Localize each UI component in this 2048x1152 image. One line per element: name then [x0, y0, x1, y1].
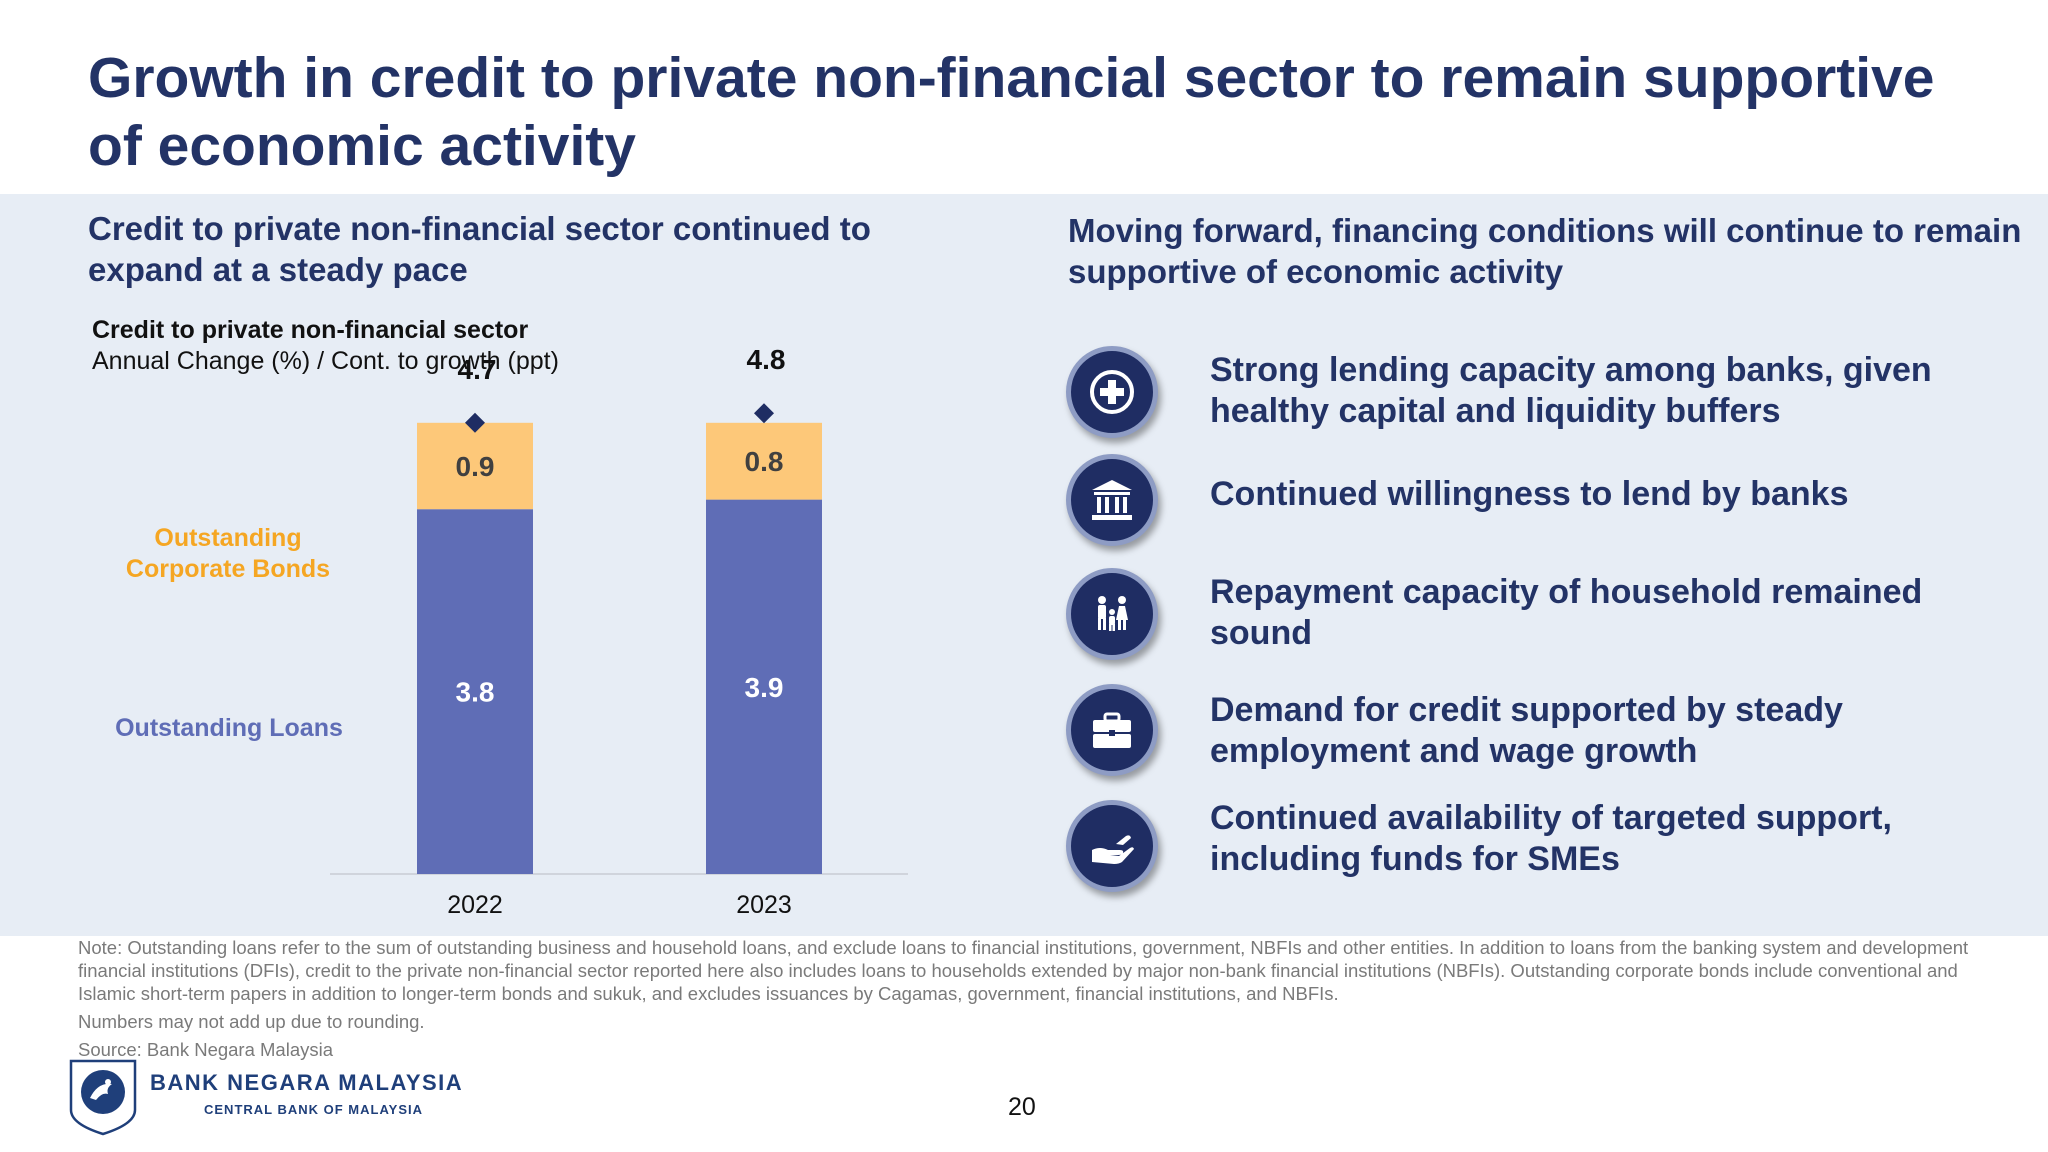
bar-bonds-2022: [417, 422, 533, 510]
x-tick-label-2023: 2023: [736, 891, 792, 919]
legend-label-bonds: Outstanding Corporate Bonds: [126, 524, 330, 583]
data-label-bonds-2023: 0.8: [745, 446, 784, 477]
support-item-household: Repayment capacity of household remained…: [1060, 568, 2040, 668]
page-number: 20: [1008, 1093, 1036, 1121]
bar-bonds-2023: [706, 422, 822, 500]
support-item-lending-capacity: Strong lending capacity among banks, giv…: [1060, 340, 2040, 440]
left-heading: Credit to private non-financial sector c…: [88, 210, 871, 288]
family-icon: [1066, 568, 1158, 660]
source-note: Source: Bank Negara Malaysia: [78, 1039, 334, 1060]
bar-loans-2023: [706, 499, 822, 874]
support-item-willingness: Continued willingness to lend by banks: [1060, 454, 2040, 554]
legend-label-loans: Outstanding Loans: [115, 714, 343, 742]
support-item-demand: Demand for credit supported by steady em…: [1060, 684, 2040, 784]
bank-logo-subtitle: CENTRAL BANK OF MALAYSIA: [204, 1102, 424, 1117]
total-label-2023: 4.8: [747, 344, 786, 375]
chart-title: Credit to private non-financial sector: [92, 316, 529, 344]
support-item-targeted-support: Continued availability of targeted suppo…: [1060, 799, 2040, 900]
x-tick-label-2022: 2022: [447, 891, 503, 919]
total-marker-2023: [754, 403, 774, 424]
support-item-text: Demand for credit supported by steady em…: [1210, 691, 1843, 770]
bank-logo: BANK NEGARA MALAYSIA CENTRAL BANK OF MAL…: [68, 1058, 468, 1136]
data-label-bonds-2022: 0.9: [456, 451, 495, 482]
medical-cross-icon: [1066, 346, 1158, 438]
slide-title: Growth in credit to private non-financia…: [88, 46, 1935, 178]
bank-logo-name: BANK NEGARA MALAYSIA: [150, 1070, 464, 1095]
support-item-text: Continued willingness to lend by banks: [1210, 475, 1849, 513]
total-marker-2022: [465, 412, 485, 433]
support-item-text: Continued availability of targeted suppo…: [1210, 799, 1892, 878]
support-item-text: Repayment capacity of household remained…: [1210, 573, 1923, 652]
footnote: Note: Outstanding loans refer to the sum…: [78, 937, 1969, 1004]
bank-emblem-icon: [69, 1059, 137, 1136]
content-panel: [0, 194, 2048, 936]
data-label-loans-2023: 3.9: [745, 672, 784, 703]
briefcase-icon: [1066, 684, 1158, 776]
data-label-loans-2022: 3.8: [456, 677, 495, 708]
total-label-2022: 4.7: [458, 354, 497, 385]
helping-hand-icon: [1066, 800, 1158, 892]
support-item-text: Strong lending capacity among banks, giv…: [1210, 351, 1932, 430]
bank-building-icon: [1066, 454, 1158, 546]
right-heading: Moving forward, financing conditions wil…: [1068, 212, 2022, 290]
rounding-note: Numbers may not add up due to rounding.: [78, 1011, 425, 1032]
chart-subtitle: Annual Change (%) / Cont. to growth (ppt…: [92, 347, 559, 375]
bar-loans-2022: [417, 509, 533, 874]
stacked-bar-chart: 3.8 0.9 4.7 2022 3.9 0.8 4.8 2023 Outstanding Lo…: [115, 344, 908, 919]
